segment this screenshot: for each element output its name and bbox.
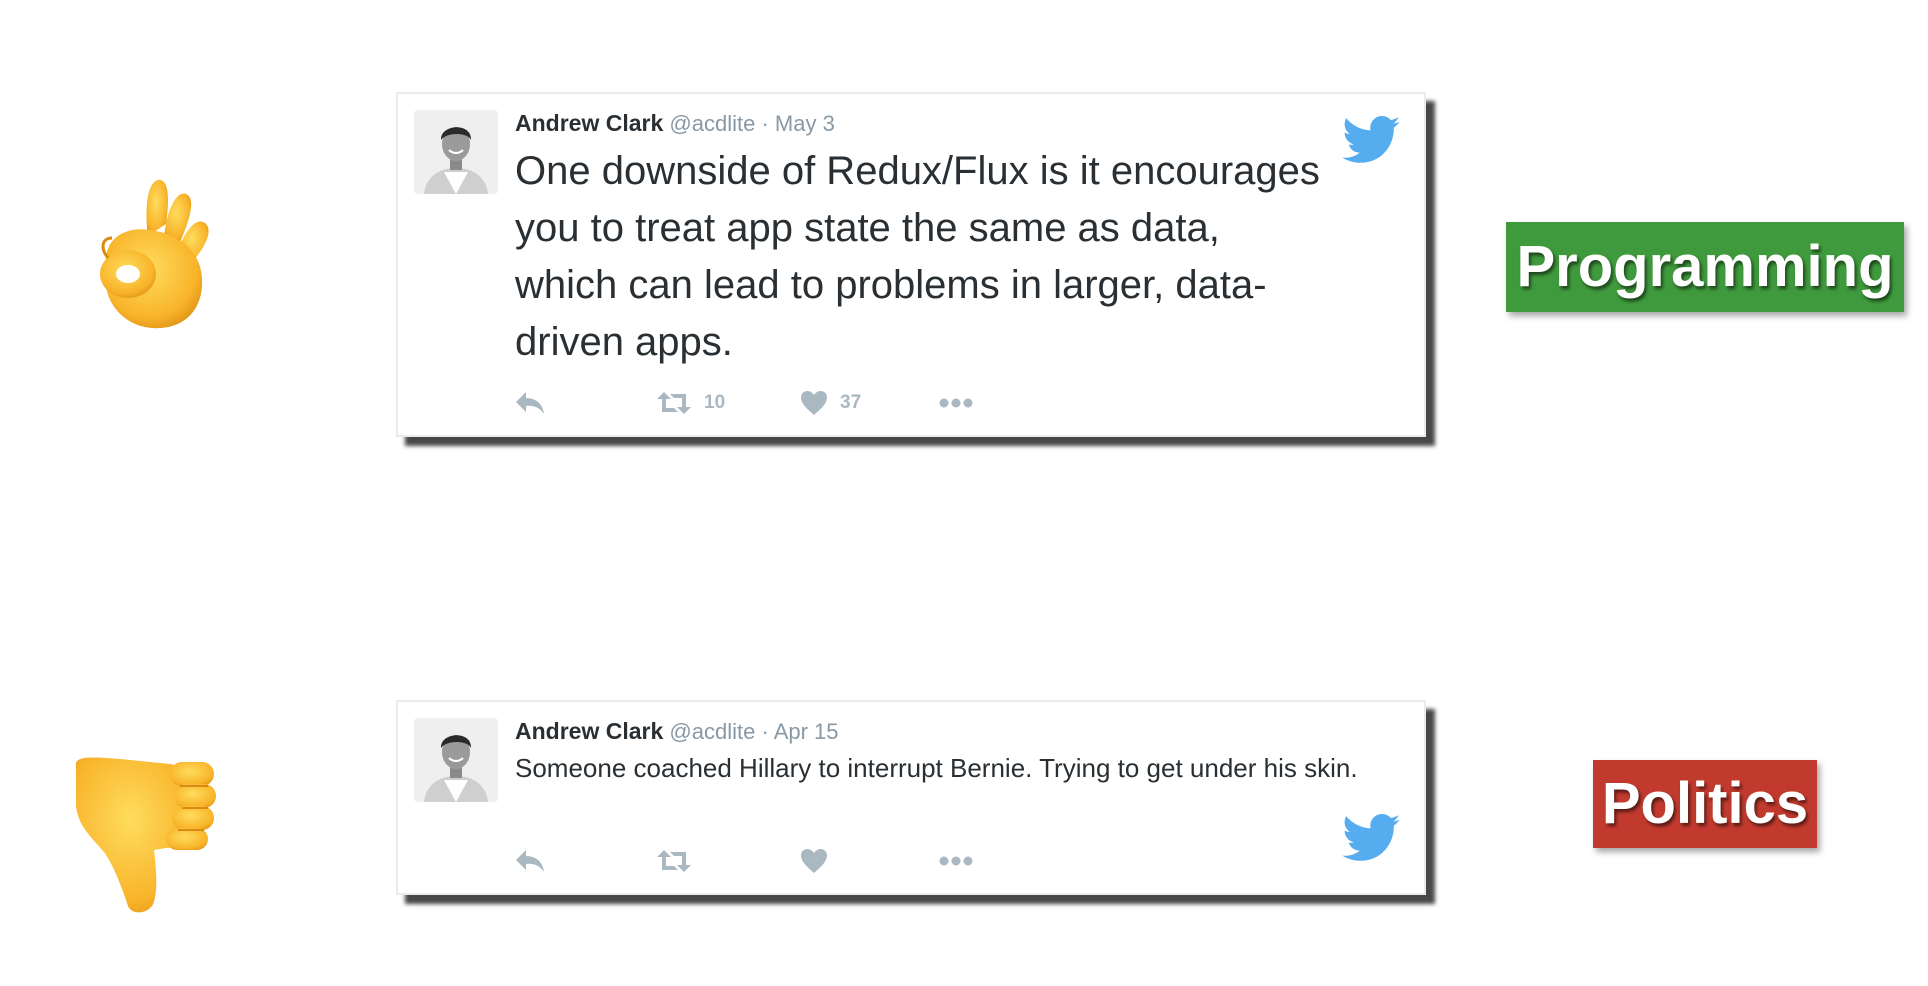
like-button[interactable]: 37 xyxy=(800,386,861,420)
retweet-button[interactable] xyxy=(656,844,704,878)
header-separator: · xyxy=(761,111,769,136)
tweet-body: Andrew Clark @acdlite · May 3 One downsi… xyxy=(515,108,1328,371)
twitter-bird-icon[interactable] xyxy=(1342,116,1400,164)
reply-icon xyxy=(516,392,544,414)
tweet-body: Andrew Clark @acdlite · Apr 15 Someone c… xyxy=(515,716,1374,787)
like-count: 37 xyxy=(840,392,862,413)
reply-button[interactable] xyxy=(514,386,546,420)
avatar[interactable] xyxy=(414,718,498,802)
twitter-bird-icon[interactable] xyxy=(1342,814,1400,862)
header-separator: · xyxy=(761,719,769,744)
retweet-button[interactable]: 10 xyxy=(656,386,725,420)
tweet-header: Andrew Clark @acdlite · May 3 xyxy=(515,108,1328,139)
tweet-date[interactable]: May 3 xyxy=(774,111,835,136)
tweet-header: Andrew Clark @acdlite · Apr 15 xyxy=(515,716,1374,747)
author-name[interactable]: Andrew Clark xyxy=(515,110,664,136)
tweet-text: Someone coached Hillary to interrupt Ber… xyxy=(515,753,1358,783)
tweet-card[interactable]: Andrew Clark @acdlite · Apr 15 Someone c… xyxy=(396,700,1426,895)
retweet-count: 10 xyxy=(704,392,726,413)
reply-icon xyxy=(516,850,544,872)
author-handle[interactable]: @acdlite xyxy=(669,719,756,744)
avatar[interactable] xyxy=(414,110,498,194)
author-handle[interactable]: @acdlite xyxy=(669,111,756,136)
programming-tag: Programming xyxy=(1506,222,1904,312)
thumbs-down-emoji-icon xyxy=(70,756,220,916)
like-button[interactable] xyxy=(800,844,840,878)
tweet-card[interactable]: Andrew Clark @acdlite · May 3 One downsi… xyxy=(396,92,1426,437)
more-button[interactable] xyxy=(938,386,974,420)
retweet-icon xyxy=(657,850,691,872)
tweet-date[interactable]: Apr 15 xyxy=(773,719,839,744)
heart-icon xyxy=(801,849,827,873)
heart-icon xyxy=(801,391,827,415)
retweet-icon xyxy=(657,392,691,414)
reply-button[interactable] xyxy=(514,844,546,878)
author-name[interactable]: Andrew Clark xyxy=(515,718,664,744)
politics-tag: Politics xyxy=(1593,760,1817,848)
ok-hand-emoji-icon xyxy=(86,176,216,334)
more-dots-icon xyxy=(939,856,973,866)
tweet-text: One downside of Redux/Flux is it encoura… xyxy=(515,149,1320,364)
more-dots-icon xyxy=(939,398,973,408)
more-button[interactable] xyxy=(938,844,974,878)
